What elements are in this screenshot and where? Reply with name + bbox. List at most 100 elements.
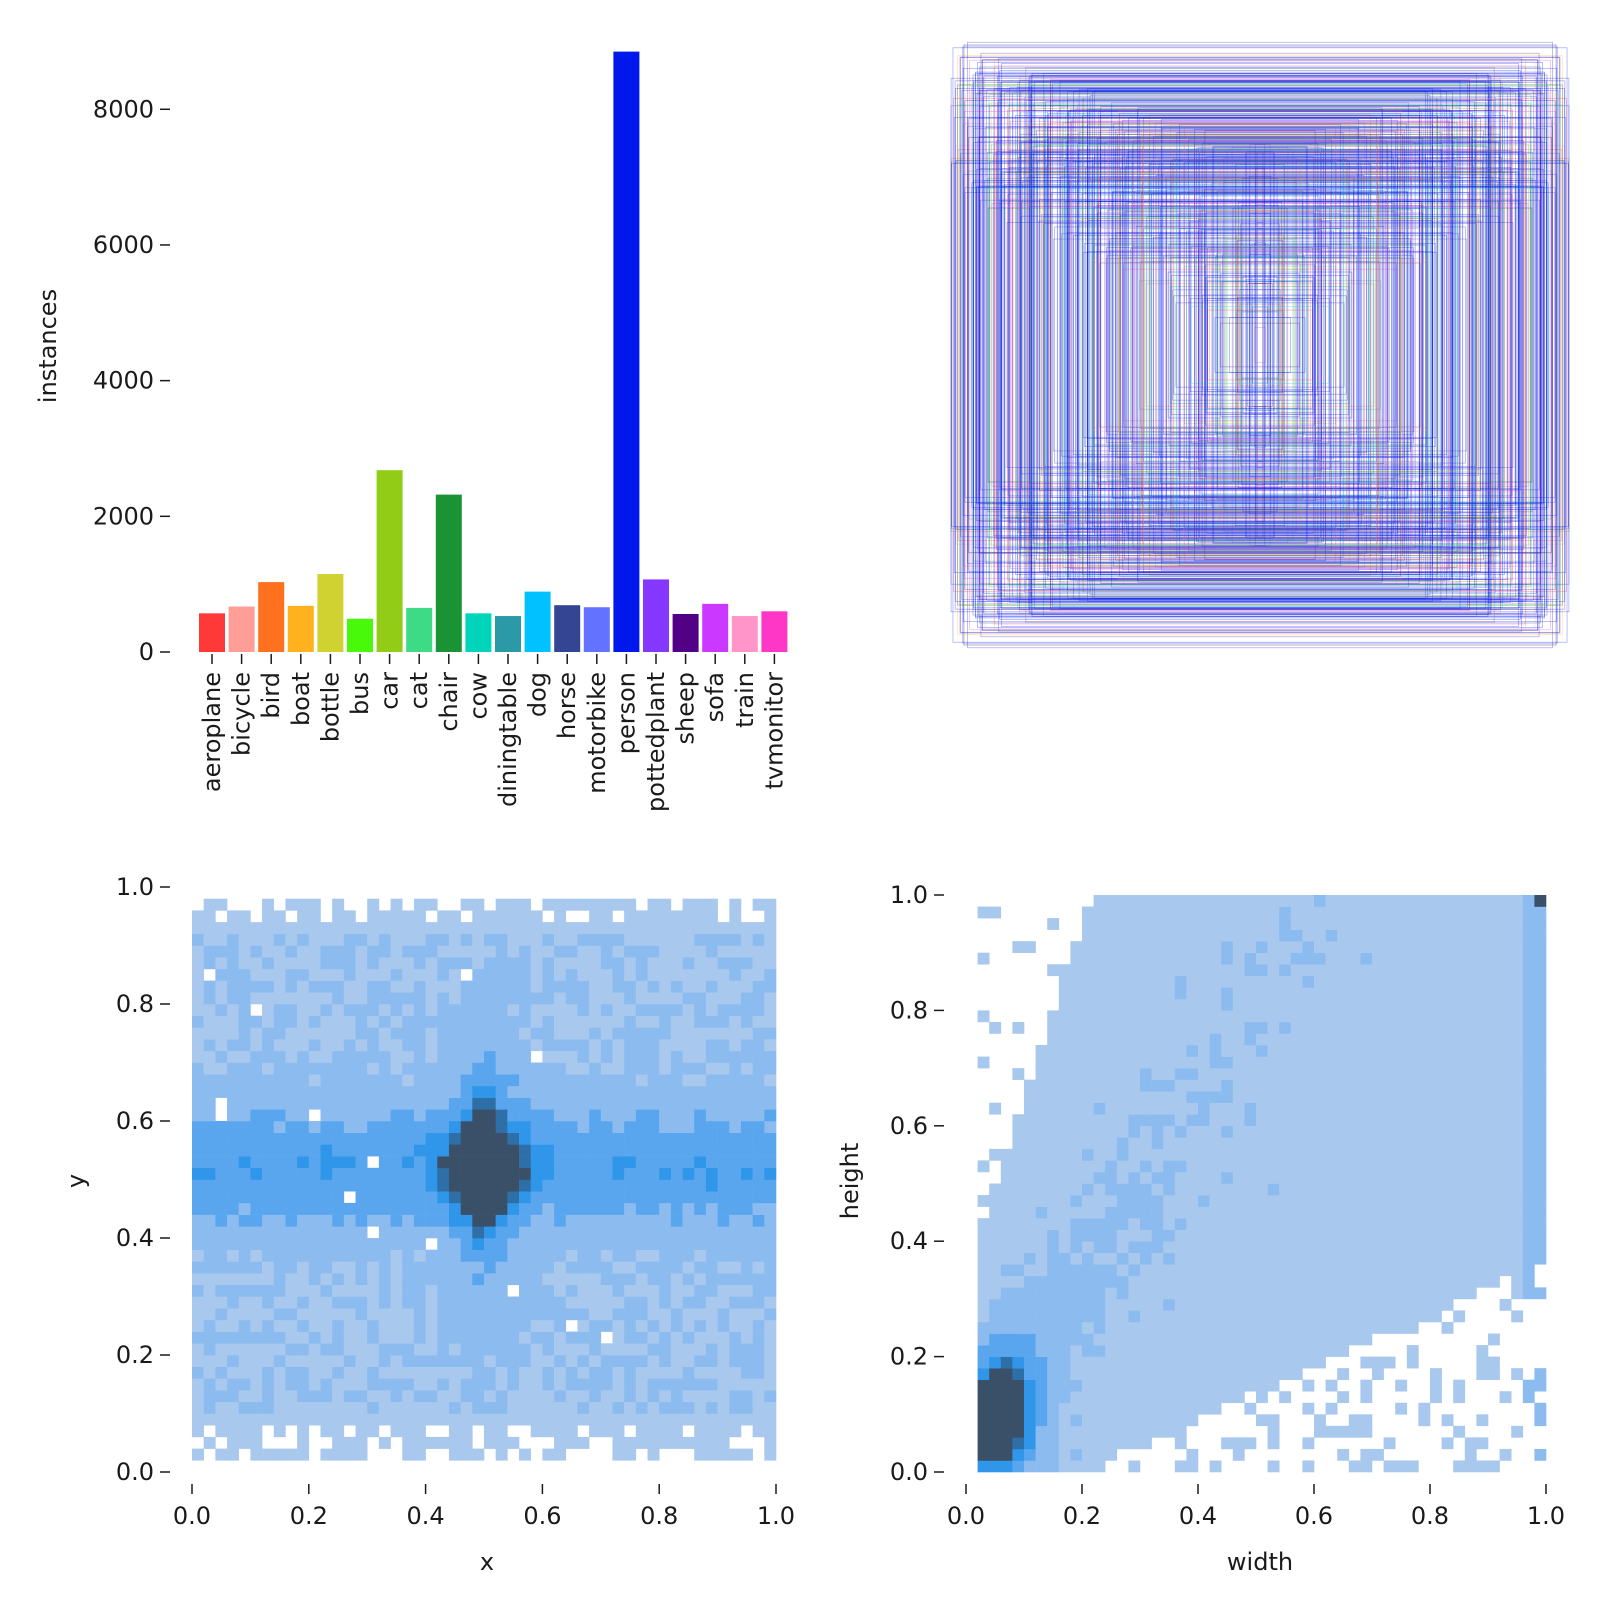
xy-heatmap-cell — [378, 992, 391, 1005]
xy-heatmap-cell — [402, 968, 415, 981]
wh-heatmap-cell — [1232, 1448, 1245, 1461]
xy-heatmap-cell — [495, 1425, 508, 1438]
wh-heatmap-cell — [1140, 1264, 1152, 1277]
xy-heatmap-cell — [472, 1378, 485, 1391]
xy-heatmap-cell — [285, 933, 298, 946]
xy-heatmap-cell — [297, 1355, 310, 1367]
xy-heatmap-cell — [659, 1390, 672, 1403]
bbox-outline — [1179, 203, 1341, 487]
wh-heatmap-cell — [1000, 1264, 1013, 1277]
bbox-outline — [1108, 240, 1412, 450]
wh-heatmap-cell — [1209, 895, 1222, 907]
xy-heatmap-cell — [484, 992, 496, 1005]
xy-heatmap-cell — [635, 1156, 648, 1169]
bbox-outline — [983, 75, 1537, 615]
xy-heatmap-cell — [565, 957, 578, 970]
xy-heatmap-cell — [472, 1004, 485, 1016]
wh-heatmap-cell — [1325, 1056, 1338, 1069]
bbox-outline — [1196, 147, 1324, 543]
wh-heatmap-cell — [1082, 1356, 1094, 1369]
xy-heatmap-cell — [729, 1074, 742, 1087]
xy-heatmap-cell — [624, 1401, 637, 1414]
wh-heatmap-cell — [1511, 1114, 1524, 1127]
wh-heatmap-cell — [1395, 1287, 1408, 1300]
xy-heatmap-cell — [752, 1015, 765, 1028]
bbox-outline — [1025, 99, 1495, 591]
wh-heatmap-cell — [1221, 1356, 1234, 1369]
xy-heatmap-cell — [484, 1390, 496, 1403]
bbox-outline — [1031, 105, 1489, 585]
xy-heatmap-cell — [530, 1284, 543, 1297]
wh-heatmap-cell — [1406, 1125, 1419, 1138]
wh-heatmap-cell — [1453, 1091, 1466, 1104]
xy-heatmap-cell — [203, 1156, 216, 1169]
xy-heatmap-cell — [705, 1085, 718, 1098]
xy-heatmap-cell — [682, 1296, 695, 1309]
bbox-outline — [1176, 132, 1344, 558]
bbox-outline — [1245, 151, 1275, 539]
wh-heatmap-cell — [1082, 1206, 1094, 1219]
wh-heatmap-cell — [1012, 1160, 1025, 1173]
wh-heatmap-cell — [1012, 1310, 1025, 1323]
xy-heatmap-cell — [565, 1261, 578, 1274]
wh-heatmap-cell — [1256, 1045, 1268, 1057]
wh-heatmap-cell — [1290, 1021, 1303, 1034]
wh-heatmap-cell — [1035, 1171, 1048, 1184]
wh-heatmap-cell — [1279, 1321, 1292, 1334]
xy-heatmap-cell — [378, 1319, 391, 1332]
xy-heatmap-cell — [332, 898, 345, 911]
xy-heatmap-cell — [215, 1167, 228, 1180]
xy-heatmap-cell — [285, 968, 298, 981]
xy-heatmap-cell — [577, 1156, 590, 1169]
xy-heatmap-cell — [413, 1039, 426, 1052]
bbox-outline — [1094, 90, 1426, 600]
xy-heatmap-cell — [729, 1378, 742, 1391]
bar-chair — [435, 494, 462, 652]
wh-heatmap-cell — [1140, 1045, 1152, 1057]
xy-heatmap-cell — [752, 968, 765, 981]
xy-heatmap-cell — [390, 1027, 403, 1040]
wh-heatmap-cell — [1453, 1010, 1466, 1023]
bbox-outline — [1001, 90, 1519, 600]
wh-heatmap-cell — [1151, 1183, 1164, 1196]
wh-heatmap-cell — [1511, 1206, 1524, 1219]
wh-heatmap-cell — [1244, 952, 1257, 965]
wh-heatmap-cell — [1140, 1321, 1152, 1334]
wh-heatmap-cell — [1430, 1206, 1442, 1219]
xy-heatmap-cell — [717, 933, 730, 946]
xy-heatmap-cell — [682, 980, 695, 993]
wh-heatmap-cell — [1406, 1010, 1419, 1023]
bbox-outline — [1043, 73, 1477, 617]
bbox-outline — [1132, 171, 1388, 519]
wh-heatmap-cell — [1082, 1252, 1094, 1265]
bbox-outline — [1109, 238, 1411, 452]
xy-heatmap-cell — [285, 945, 298, 958]
bbox-outline — [1132, 246, 1388, 444]
wh-heatmap-cell — [1151, 1425, 1164, 1438]
wh-heatmap-cell — [1279, 1056, 1292, 1069]
xy-heatmap-cell — [250, 1401, 263, 1414]
wh-heatmap-cell — [1395, 1091, 1408, 1104]
xy-heatmap-cell — [437, 1109, 450, 1122]
bbox-outline — [991, 98, 1529, 592]
xy-heatmap-cell — [402, 1062, 415, 1075]
wh-heatmap-cell — [1325, 1425, 1338, 1438]
wh-heatmap-cell — [1047, 1391, 1060, 1404]
xy-heatmap-cell — [530, 1401, 543, 1414]
xy-heatmap-cell — [203, 1331, 216, 1344]
xy-heatmap-cell — [332, 1401, 345, 1414]
bbox-outline — [1119, 113, 1401, 577]
xy-heatmap-cell — [740, 945, 753, 958]
wh-heatmap-cell — [1267, 1010, 1280, 1023]
wh-heatmap-cell — [1174, 1148, 1187, 1161]
wh-heatmap-cell — [1360, 998, 1373, 1011]
bbox-outline — [1125, 166, 1395, 524]
xy-heatmap-cell — [600, 1238, 613, 1250]
wh-heatmap-cell — [1047, 1195, 1060, 1207]
bbox-outline — [1077, 224, 1443, 466]
wh-heatmap-cell — [1221, 1160, 1234, 1173]
wh-heatmap-cell — [1105, 1241, 1118, 1254]
xy-heatmap-cell — [297, 1425, 310, 1438]
xy-heatmap-cell — [273, 1156, 286, 1169]
wh-heatmap-cell — [1290, 1045, 1303, 1057]
